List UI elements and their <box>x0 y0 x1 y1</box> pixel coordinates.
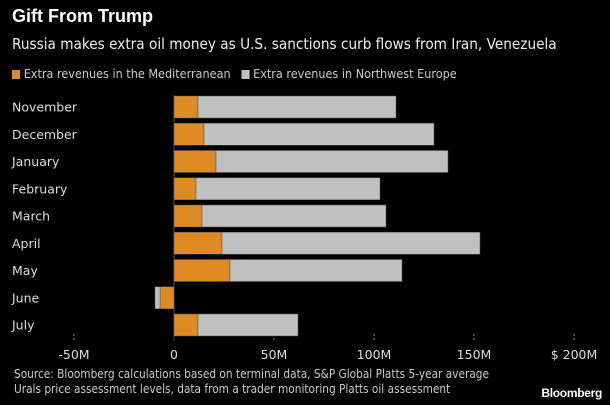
legend: Extra revenues in the Mediterranean Extr… <box>12 66 457 81</box>
bar-mediterranean <box>173 123 205 146</box>
legend-item-northwest-europe: Extra revenues in Northwest Europe <box>241 66 457 81</box>
bar-mediterranean <box>173 204 203 228</box>
legend-swatch <box>12 70 21 79</box>
chart-subtitle: Russia makes extra oil money as U.S. san… <box>12 35 557 53</box>
bar-mediterranean <box>173 259 231 282</box>
source-note: Source: Bloomberg calculations based on … <box>14 367 489 397</box>
tick-label: 100M <box>357 347 392 362</box>
category-label: December <box>12 127 78 142</box>
bar-northwest-europe <box>154 286 161 309</box>
bar-northwest-europe <box>215 150 449 173</box>
bar-mediterranean <box>173 150 217 173</box>
bar-northwest-europe <box>197 313 299 337</box>
tick-label: $ 200M <box>551 347 598 362</box>
tick-label: -50M <box>58 347 89 362</box>
tick-label: 150M <box>457 347 492 362</box>
bar-mediterranean <box>173 95 199 119</box>
bar-northwest-europe <box>203 123 435 146</box>
legend-swatch <box>241 70 250 79</box>
bar-northwest-europe <box>201 204 387 228</box>
category-label: July <box>11 318 35 333</box>
source-line-2: Urals price assessment levels, data from… <box>14 382 451 396</box>
legend-label: Extra revenues in the Mediterranean <box>23 66 231 81</box>
bar-northwest-europe <box>195 177 381 200</box>
category-label: February <box>12 181 68 196</box>
bar-mediterranean <box>173 177 197 200</box>
tick-label: 0 <box>170 347 178 362</box>
tick-label: 50M <box>261 347 288 362</box>
source-line-1: Source: Bloomberg calculations based on … <box>14 367 490 381</box>
bar-northwest-europe <box>197 95 397 119</box>
category-label: November <box>12 100 78 115</box>
bloomberg-logo: Bloomberg <box>541 386 602 400</box>
category-label: June <box>11 290 40 305</box>
legend-item-mediterranean: Extra revenues in the Mediterranean <box>12 66 231 81</box>
category-label: January <box>11 154 60 169</box>
bar-northwest-europe <box>229 259 403 282</box>
bar-mediterranean <box>173 232 223 255</box>
bar-mediterranean <box>159 286 175 309</box>
category-label: May <box>12 263 38 278</box>
chart-title: Gift From Trump <box>12 6 153 26</box>
bar-northwest-europe <box>221 232 481 255</box>
category-label: March <box>12 209 50 224</box>
legend-label: Extra revenues in Northwest Europe <box>253 66 457 81</box>
category-label: April <box>12 236 41 251</box>
bar-mediterranean <box>173 313 199 337</box>
